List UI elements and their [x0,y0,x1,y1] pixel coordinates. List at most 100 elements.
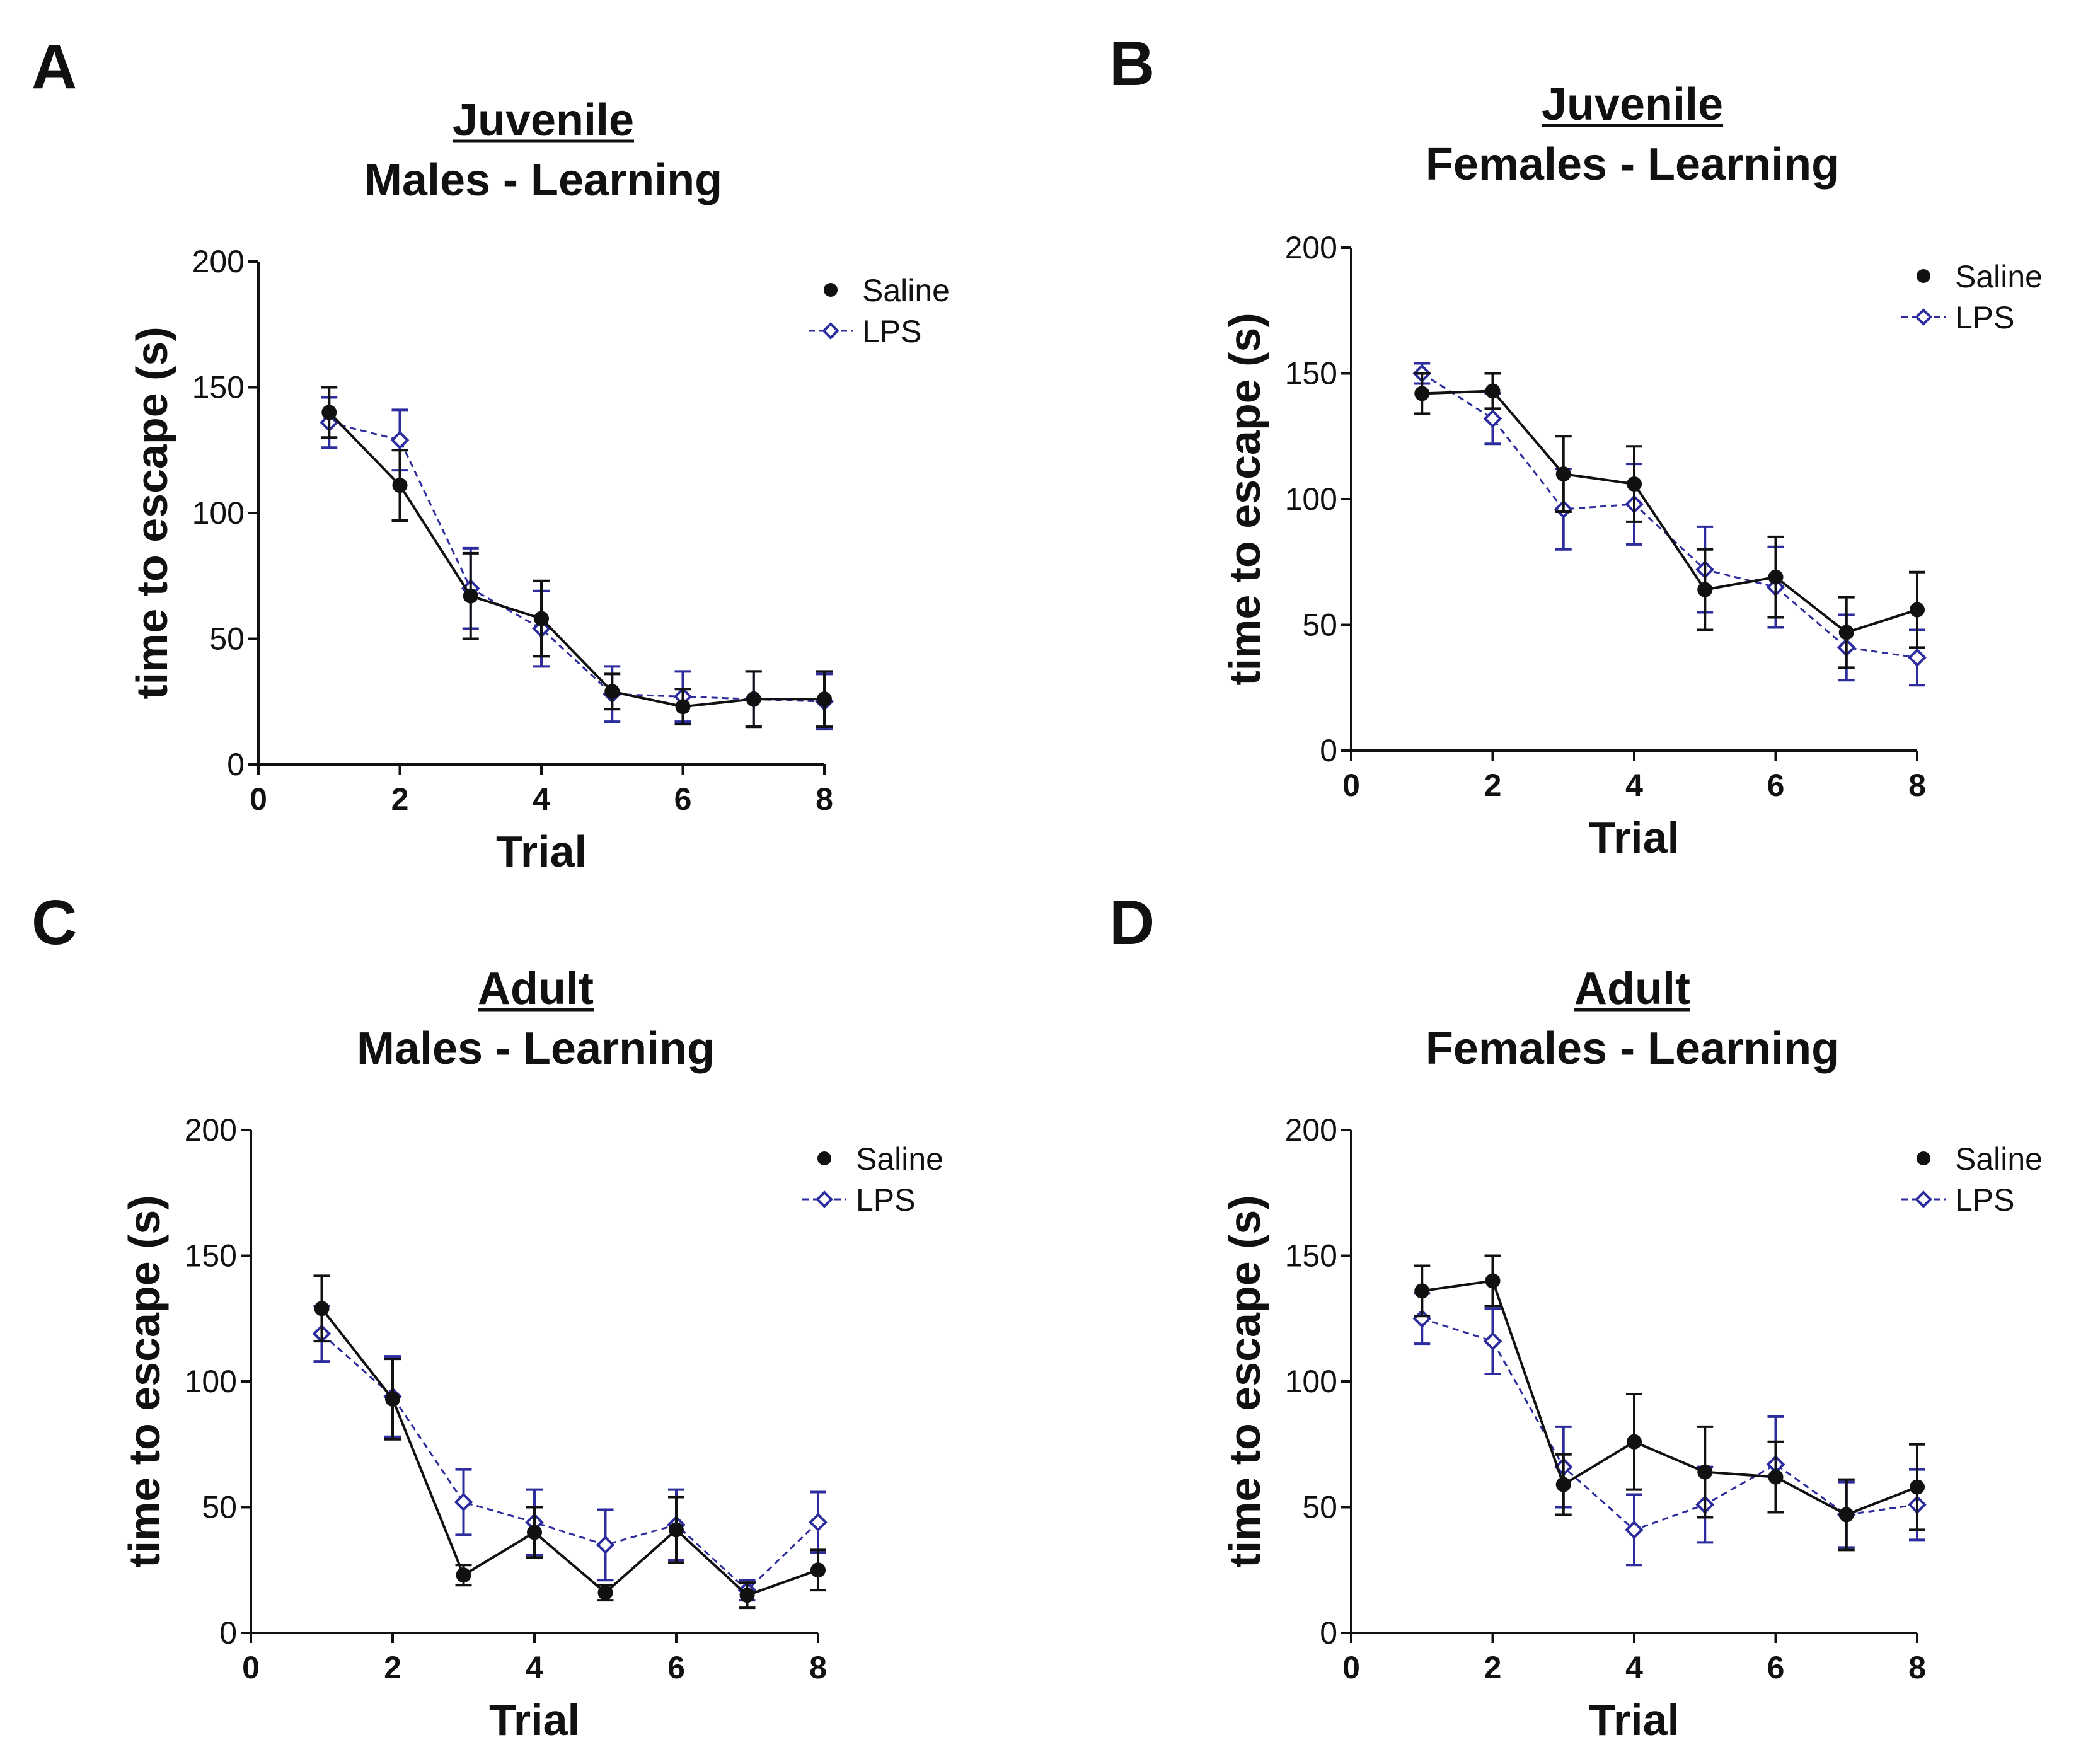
x-tick-label: 4 [526,1650,543,1685]
data-point [604,684,620,700]
data-point [1910,1479,1925,1495]
legend-label: Saline [856,1141,943,1177]
data-point [746,691,761,707]
series-lps [1412,1292,1927,1567]
series-line [328,412,824,708]
legend-marker [1915,1190,1932,1208]
x-tick-label: 2 [1484,1650,1502,1685]
chart-title-line1: Juvenile [1542,79,1723,130]
legend-marker [816,1190,833,1208]
data-point [1908,648,1927,667]
data-point [463,588,478,604]
data-point [739,1588,755,1603]
data-point [1910,602,1925,618]
series-line [320,1308,819,1597]
y-axis-label: time to escape (s) [127,326,176,699]
data-point [675,699,691,715]
data-point [809,1513,828,1532]
x-axis-label: Trial [489,1695,580,1744]
data-point [1483,1332,1502,1351]
legend-marker [1915,308,1932,326]
data-point [1414,386,1430,401]
data-point [1483,409,1502,429]
x-tick-label: 8 [816,781,833,817]
data-point [390,430,410,450]
y-tick-label: 50 [209,621,245,657]
series-line [1421,1317,1918,1531]
panel-letter: C [32,887,77,958]
legend: Saline LPS [1901,259,2043,335]
x-tick-label: 0 [250,781,267,817]
legend-label: Saline [862,273,950,308]
y-tick-label: 50 [202,1490,237,1525]
x-tick-label: 6 [1767,1650,1785,1685]
x-tick-label: 8 [1908,1650,1926,1685]
data-point [1555,466,1571,482]
y-tick-label: 0 [227,747,245,782]
y-axis-label: time to escape (s) [1220,1195,1269,1567]
data-point [1414,1283,1430,1299]
legend-marker [824,283,838,297]
legend-marker [1917,269,1930,283]
legend-label: LPS [856,1182,916,1218]
data-point [1555,1477,1571,1492]
y-tick-label: 100 [192,495,245,531]
data-point [1838,625,1854,640]
legend-label: LPS [1955,300,2015,335]
data-point [810,1562,826,1578]
x-tick-label: 2 [391,781,409,817]
panel-letter: D [1109,887,1155,958]
data-point [454,1492,473,1512]
data-point [1697,1464,1713,1480]
chart-title-line1: Adult [478,964,594,1014]
x-axis-label: Trial [1589,813,1680,862]
chart-title-line2: Males - Learning [357,1023,715,1074]
legend-label: LPS [862,314,922,349]
series-saline [1414,1254,1925,1552]
panel-letter: B [1109,28,1155,99]
chart-title-line1: Juvenile [453,95,634,146]
data-point [817,691,832,707]
data-point [596,1535,615,1555]
x-tick-label: 4 [533,781,550,817]
y-axis-label: time to escape (s) [120,1195,169,1567]
x-tick-label: 4 [1625,768,1643,803]
y-tick-label: 0 [1320,1615,1337,1651]
x-tick-label: 8 [1908,768,1926,803]
legend: Saline LPS [1901,1141,2043,1218]
y-tick-label: 0 [1320,733,1337,768]
x-tick-label: 0 [242,1650,260,1685]
series-lps [320,396,834,731]
y-tick-label: 0 [219,1615,237,1651]
data-point [1485,1273,1501,1289]
data-point [314,1301,330,1317]
y-axis-label: time to escape (s) [1220,313,1269,685]
y-tick-label: 150 [185,1238,237,1274]
x-tick-label: 4 [1625,1650,1643,1685]
chart-title-line2: Females - Learning [1426,1023,1839,1074]
data-point [1768,569,1784,585]
legend: Saline LPS [809,273,950,349]
data-point [534,611,549,626]
x-axis-label: Trial [1589,1695,1680,1744]
y-tick-label: 100 [1285,481,1337,517]
panel-a: A Juvenile Males - Learning 0 50 100 150 200 0 2 4… [32,32,950,876]
x-tick-label: 0 [1342,1650,1360,1685]
data-point [1625,1520,1644,1540]
series-lps [312,1305,828,1602]
data-point [527,1525,542,1540]
x-tick-label: 6 [667,1650,685,1685]
legend-label: Saline [1955,259,2043,294]
x-axis-label: Trial [496,827,587,876]
y-tick-label: 50 [1302,608,1337,643]
panel-d: D Adult Females - Learning 0 50 100 150 200 0 2 4 6… [1109,887,2043,1744]
y-tick-label: 200 [185,1112,237,1148]
series-line [1422,389,1918,634]
data-point [456,1567,471,1583]
panel-c: C Adult Males - Learning 0 50 100 150 200 0 2 4 6 8 T… [32,887,943,1744]
data-point [1838,1507,1854,1523]
data-point [669,1522,684,1538]
data-point [1485,383,1501,399]
y-tick-label: 150 [192,370,245,405]
y-tick-label: 100 [185,1364,237,1399]
